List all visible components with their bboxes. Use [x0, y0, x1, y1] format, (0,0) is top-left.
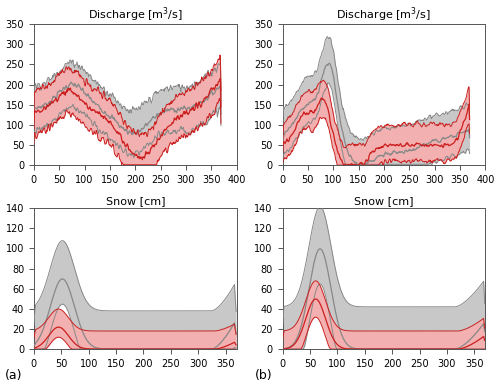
Text: (a): (a): [5, 369, 22, 382]
Title: Snow [cm]: Snow [cm]: [106, 196, 165, 206]
Title: Discharge [m$^3$/s]: Discharge [m$^3$/s]: [88, 5, 183, 24]
Title: Snow [cm]: Snow [cm]: [354, 196, 414, 206]
Title: Discharge [m$^3$/s]: Discharge [m$^3$/s]: [336, 5, 432, 24]
Text: (b): (b): [255, 369, 272, 382]
